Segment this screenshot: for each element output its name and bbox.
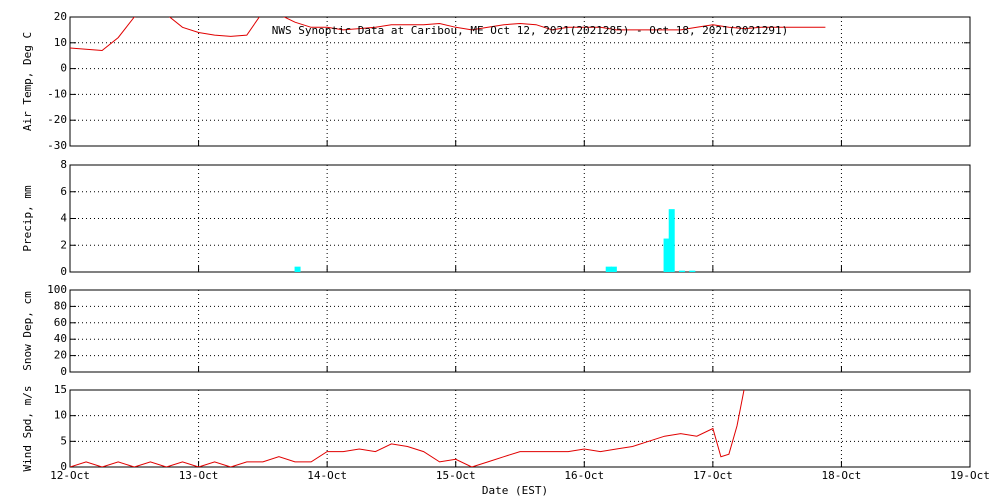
bar [689,270,696,272]
y-axis-label: Wind Spd, m/s [21,385,34,471]
y-tick-label: 2 [60,238,67,251]
plot-frame [69,16,971,147]
y-tick-label: 10 [54,409,67,422]
bar [668,209,675,272]
y-tick-label: 6 [60,185,67,198]
x-tick-label: 18-Oct [822,469,862,482]
y-tick-label: 0 [60,62,67,75]
bar [679,270,685,272]
plot-data [294,209,696,272]
x-tick-label: 12-Oct [50,469,90,482]
y-tick-label: -20 [47,113,67,126]
y-tick-label: 0 [60,365,67,378]
data-line [70,17,826,52]
y-tick-label: 100 [47,283,67,296]
bar [663,238,670,272]
plot-frame [69,289,971,373]
data-line [70,390,745,467]
x-tick-label: 13-Oct [179,469,219,482]
y-tick-label: -30 [47,139,67,152]
y-tick-label: 0 [60,265,67,278]
y-tick-label: 10 [54,36,67,49]
y-tick-label: 20 [54,10,67,23]
y-tick-label: 8 [60,158,67,171]
bar [610,266,617,272]
x-tick-label: 15-Oct [436,469,476,482]
y-axis-label: Precip, mm [21,185,34,252]
y-tick-label: 4 [60,212,67,225]
plot-data [70,17,826,52]
y-tick-label: 5 [60,434,67,447]
plot-frame [69,389,971,468]
bar [605,266,612,272]
chart-title: NWS Synoptic Data at Caribou, ME Oct 12,… [272,24,789,37]
y-tick-label: -10 [47,87,67,100]
plot-frame [69,164,971,273]
plot-data [70,390,745,467]
y-axis-label: Snow Dep, cm [21,291,34,371]
y-tick-label: 80 [54,299,67,312]
x-tick-label: 19-Oct [950,469,990,482]
y-axis-label: Air Temp, Deg C [21,32,34,131]
x-axis-label: Date (EST) [482,484,548,497]
y-tick-label: 0 [60,460,67,473]
x-tick-label: 14-Oct [307,469,347,482]
x-tick-label: 17-Oct [693,469,733,482]
bar [294,266,301,272]
y-tick-label: 15 [54,383,67,396]
y-tick-label: 60 [54,316,67,329]
y-tick-label: 40 [54,332,67,345]
x-tick-label: 16-Oct [564,469,604,482]
y-tick-label: 20 [54,349,67,362]
